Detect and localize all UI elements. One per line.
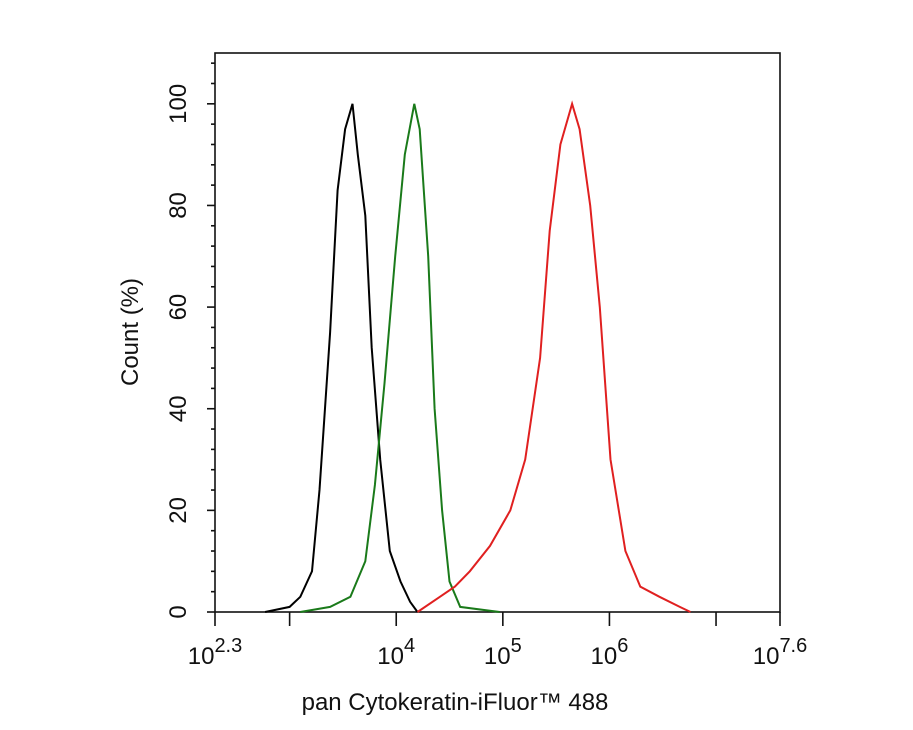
y-tick-label: 0 — [165, 605, 192, 618]
histogram-line — [416, 100, 691, 613]
y-tick-label: 60 — [165, 294, 192, 321]
x-axis-label: pan Cytokeratin-iFluor™ 488 — [302, 689, 609, 716]
y-axis-label: Count (%) — [117, 278, 144, 386]
x-tick-base: 10 — [591, 643, 618, 670]
y-tick-label: 40 — [165, 395, 192, 422]
x-tick-exponent: 7.6 — [779, 635, 807, 657]
histogram-line — [264, 103, 419, 613]
x-tick-base: 10 — [188, 643, 215, 670]
x-tick-base: 10 — [377, 643, 404, 670]
x-tick-label: 106 — [591, 635, 629, 670]
x-tick-label: 105 — [484, 635, 522, 670]
x-tick-exponent: 4 — [404, 635, 415, 657]
x-tick-base: 10 — [484, 643, 511, 670]
x-tick-label: 107.6 — [753, 635, 808, 670]
histogram-line — [300, 103, 500, 613]
y-tick-label: 80 — [165, 192, 192, 219]
plot-frame — [214, 52, 781, 613]
x-tick-base: 10 — [753, 643, 780, 670]
y-tick-label: 20 — [165, 497, 192, 524]
x-tick-exponent: 2.3 — [214, 635, 242, 657]
y-tick-label: 100 — [165, 84, 192, 124]
x-tick-exponent: 6 — [617, 635, 628, 657]
x-tick-exponent: 5 — [511, 635, 522, 657]
x-tick-label: 104 — [377, 635, 415, 670]
x-tick-label: 102.3 — [188, 635, 243, 670]
